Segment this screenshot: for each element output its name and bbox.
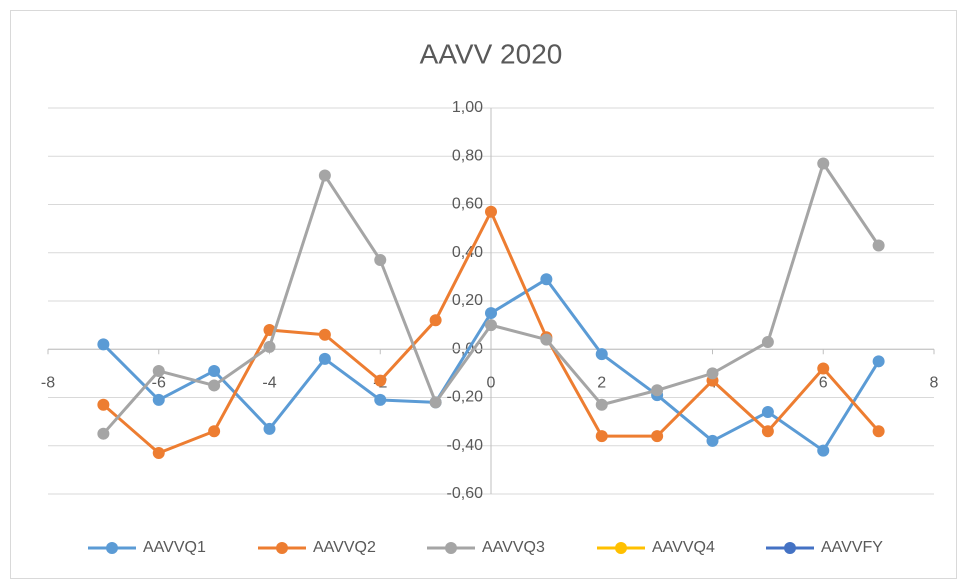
point — [540, 273, 553, 286]
point — [374, 374, 387, 387]
legend-marker — [445, 542, 457, 554]
x-tick-label: -8 — [41, 374, 55, 391]
y-tick-label: -0,40 — [447, 437, 484, 454]
y-tick-label: -0,60 — [447, 485, 484, 502]
point — [817, 362, 830, 375]
point — [872, 425, 885, 438]
point — [485, 205, 497, 218]
point — [872, 239, 885, 252]
legend-marker — [784, 542, 796, 554]
point — [651, 430, 664, 443]
point — [761, 425, 774, 438]
point — [761, 336, 774, 349]
point — [595, 348, 608, 361]
point — [152, 364, 165, 377]
point — [152, 446, 165, 459]
legend-label: AAVVQ3 — [482, 539, 545, 556]
point — [374, 393, 387, 406]
point — [872, 355, 885, 368]
point — [429, 314, 442, 327]
point — [761, 405, 774, 418]
point — [97, 338, 110, 351]
y-tick-label: 0,40 — [452, 244, 483, 261]
x-tick-label: -4 — [262, 374, 276, 391]
point — [540, 333, 553, 346]
point — [318, 328, 331, 341]
point — [208, 379, 221, 392]
point — [318, 352, 331, 365]
legend-label: AAVVQ1 — [143, 539, 206, 556]
point — [651, 384, 664, 397]
x-tick-label: 2 — [597, 374, 606, 391]
chart-border — [10, 10, 957, 579]
point — [817, 444, 830, 457]
y-tick-label: -0,20 — [447, 389, 484, 406]
point — [706, 367, 719, 380]
y-tick-label: 0,20 — [452, 292, 483, 309]
point — [318, 169, 331, 182]
point — [208, 425, 221, 438]
point — [208, 364, 221, 377]
x-tick-label: 6 — [819, 374, 828, 391]
legend-label: AAVVQ2 — [313, 539, 376, 556]
legend-marker — [276, 542, 288, 554]
point — [706, 434, 719, 447]
legend-marker — [106, 542, 118, 554]
point — [374, 253, 387, 266]
point — [485, 307, 497, 320]
point — [595, 398, 608, 411]
point — [97, 398, 110, 411]
legend-label: AAVVQ4 — [652, 539, 715, 556]
point — [595, 430, 608, 443]
x-tick-label: -6 — [152, 374, 166, 391]
y-tick-label: 0,80 — [452, 147, 483, 164]
point — [263, 340, 276, 353]
point — [263, 422, 276, 435]
chart-title: AAVV 2020 — [420, 38, 563, 69]
point — [817, 157, 830, 170]
x-tick-label: 0 — [487, 374, 496, 391]
x-tick-label: 8 — [930, 374, 939, 391]
y-tick-label: 1,00 — [452, 99, 483, 116]
point — [429, 396, 442, 409]
point — [485, 319, 497, 332]
legend-label: AAVVFY — [821, 539, 883, 556]
legend-marker — [615, 542, 627, 554]
y-tick-label: 0,60 — [452, 196, 483, 213]
point — [97, 427, 110, 440]
point — [152, 393, 165, 406]
